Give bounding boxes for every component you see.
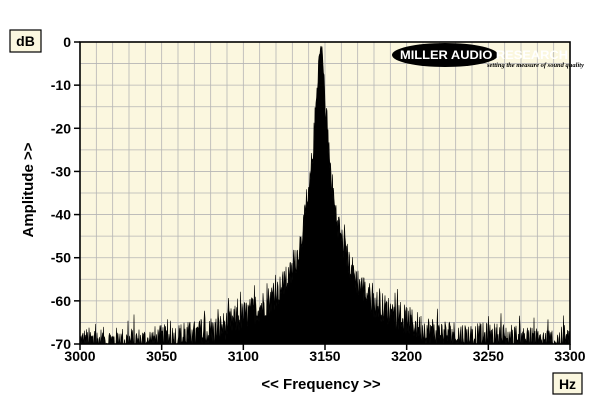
x-tick-label: 3000 (64, 348, 95, 364)
y-tick-label: 0 (63, 34, 71, 50)
x-unit-box: Hz (552, 372, 583, 395)
x-tick-label: 3150 (309, 348, 340, 364)
brand-logo-text: MILLER AUDIO RESEARCH (400, 50, 568, 62)
plot-frame (74, 41, 571, 350)
y-tick-label: -60 (51, 293, 71, 309)
x-tick-labels: 3000 3050 3100 3150 3200 3250 3300 (64, 348, 585, 364)
y-tick-label: -30 (51, 163, 71, 179)
brand-logo: MILLER AUDIO RESEARCH setting the measur… (392, 43, 584, 69)
y-tick-label: -50 (51, 250, 71, 266)
y-tick-label: -10 (51, 77, 71, 93)
y-tick-label: -40 (51, 207, 71, 223)
y-axis-title: Amplitude >> (20, 142, 37, 237)
x-tick-label: 3100 (228, 348, 259, 364)
y-tick-label: -70 (51, 336, 71, 352)
x-tick-label: 3200 (391, 348, 422, 364)
spectrum-series (79, 45, 571, 346)
spectrum-marks (79, 45, 571, 346)
x-tick-label: 3300 (554, 348, 585, 364)
x-tick-label: 3250 (473, 348, 504, 364)
y-tick-labels: 0 -10 -20 -30 -40 -50 -60 -70 (51, 34, 71, 352)
y-unit-label: dB (16, 33, 35, 49)
x-unit-label: Hz (559, 376, 576, 392)
x-axis-title: << Frequency >> (261, 376, 380, 393)
y-tick-label: -20 (51, 120, 71, 136)
x-tick-label: 3050 (146, 348, 177, 364)
y-unit-box: dB (9, 29, 42, 53)
brand-logo-tagline: setting the measure of sound quality (486, 62, 584, 69)
